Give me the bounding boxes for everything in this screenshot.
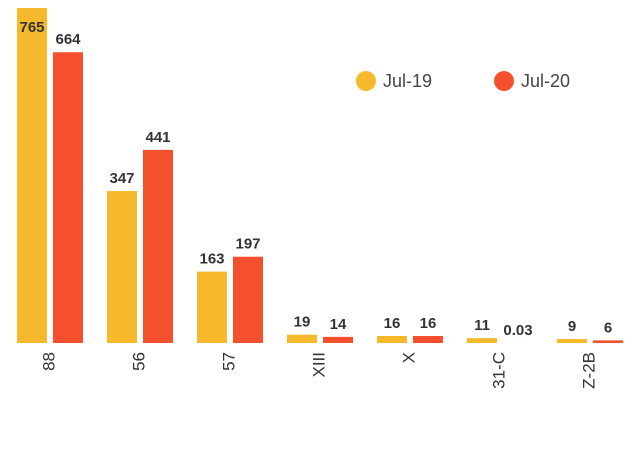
bar: [143, 149, 173, 343]
bar: [53, 52, 83, 343]
bar: [107, 191, 137, 343]
legend-label: Jul-19: [383, 71, 432, 91]
x-tick-label: 57: [219, 352, 238, 371]
data-label: 765: [19, 19, 44, 36]
data-label: 163: [199, 251, 224, 268]
legend-marker: [356, 71, 376, 91]
data-label: 9: [568, 318, 576, 335]
data-label: 197: [235, 236, 260, 253]
x-tick-label: 56: [129, 352, 148, 371]
legend-label: Jul-20: [521, 71, 570, 91]
bar: [377, 335, 407, 343]
data-label: 14: [330, 316, 347, 333]
bar: [233, 256, 263, 343]
bar: [197, 271, 227, 343]
data-label: 0.03: [503, 322, 532, 339]
bar: [593, 340, 623, 343]
data-label: 19: [294, 314, 311, 331]
bar: [467, 338, 497, 343]
bar: [557, 339, 587, 343]
data-label: 6: [604, 319, 612, 336]
data-label: 664: [55, 31, 81, 48]
x-tick-label: XIII: [309, 352, 328, 378]
data-label: 16: [384, 315, 401, 332]
data-label: 441: [145, 129, 170, 146]
x-tick-label: 31-C: [489, 352, 508, 389]
bar: [17, 8, 47, 343]
bar: [323, 336, 353, 343]
x-tick-label: X: [399, 352, 418, 363]
x-tick-label: 88: [39, 352, 58, 371]
x-tick-label: Z-2B: [579, 352, 598, 389]
legend-marker: [494, 71, 514, 91]
data-label: 347: [109, 170, 134, 187]
bar: [413, 335, 443, 343]
data-label: 16: [420, 315, 437, 332]
bar: [287, 334, 317, 343]
data-label: 11: [474, 317, 490, 334]
